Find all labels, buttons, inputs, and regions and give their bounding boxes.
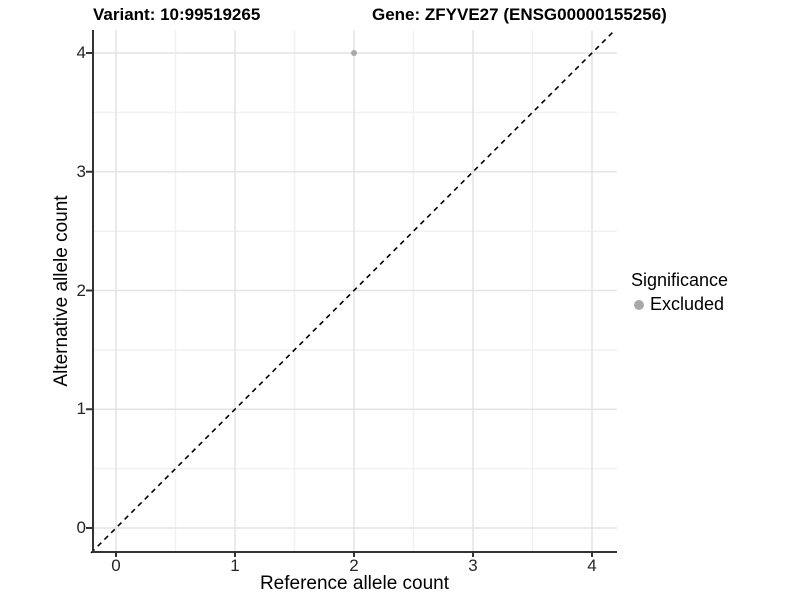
y-tick-label: 1 [76, 399, 86, 419]
excluded-point-icon [634, 299, 644, 310]
y-tick-label: 0 [76, 518, 86, 537]
variant-title: Variant: 10:99519265 [93, 5, 261, 24]
legend-title: Significance [631, 270, 729, 290]
legend-item-label: Excluded [650, 294, 725, 314]
gene-title: Gene: ZFYVE27 (ENSG00000155256) [372, 5, 667, 24]
data-point [351, 50, 357, 56]
legend: Significance Excluded [631, 270, 728, 315]
y-tick-label: 4 [76, 43, 86, 62]
plot-panel [86, 30, 617, 557]
identity-dashed-line [90, 30, 617, 554]
y-tick-label: 2 [76, 280, 86, 300]
x-tick-label: 0 [111, 556, 121, 575]
x-tick-label: 3 [468, 556, 478, 575]
x-tick-label: 4 [587, 556, 597, 575]
x-axis-title: Reference allele count [259, 573, 450, 594]
x-tick-label: 1 [230, 556, 240, 575]
x-tick-label: 2 [349, 556, 359, 575]
y-axis-title: Alternative allele count [51, 195, 72, 387]
y-tick-label: 3 [76, 161, 86, 181]
legend-item-excluded: Excluded [631, 294, 728, 315]
